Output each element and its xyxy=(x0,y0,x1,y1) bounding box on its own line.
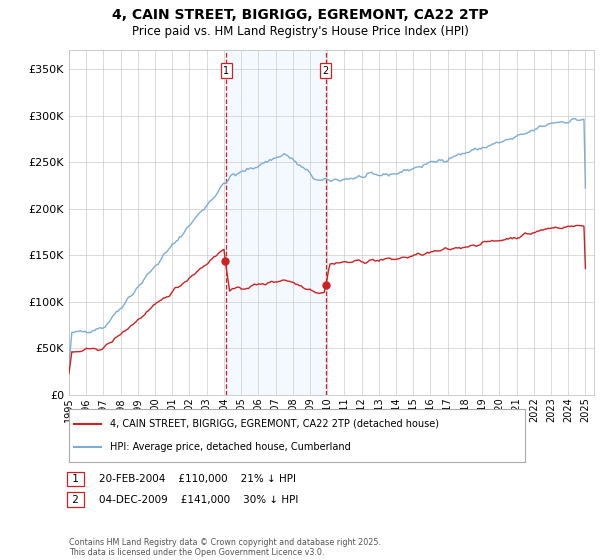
Text: 2: 2 xyxy=(323,66,329,76)
Bar xyxy=(226,50,326,395)
Text: 2: 2 xyxy=(69,494,82,505)
Text: 4, CAIN STREET, BIGRIGG, EGREMONT, CA22 2TP (detached house): 4, CAIN STREET, BIGRIGG, EGREMONT, CA22 … xyxy=(110,419,439,429)
Text: 4, CAIN STREET, BIGRIGG, EGREMONT, CA22 2TP: 4, CAIN STREET, BIGRIGG, EGREMONT, CA22 … xyxy=(112,8,488,22)
Text: HPI: Average price, detached house, Cumberland: HPI: Average price, detached house, Cumb… xyxy=(110,442,351,452)
Text: 04-DEC-2009    £141,000    30% ↓ HPI: 04-DEC-2009 £141,000 30% ↓ HPI xyxy=(99,494,298,505)
Text: 1: 1 xyxy=(223,66,229,76)
Text: 20-FEB-2004    £110,000    21% ↓ HPI: 20-FEB-2004 £110,000 21% ↓ HPI xyxy=(99,474,296,484)
Text: Contains HM Land Registry data © Crown copyright and database right 2025.
This d: Contains HM Land Registry data © Crown c… xyxy=(69,538,381,557)
Text: 1: 1 xyxy=(69,474,82,484)
Text: Price paid vs. HM Land Registry's House Price Index (HPI): Price paid vs. HM Land Registry's House … xyxy=(131,25,469,38)
